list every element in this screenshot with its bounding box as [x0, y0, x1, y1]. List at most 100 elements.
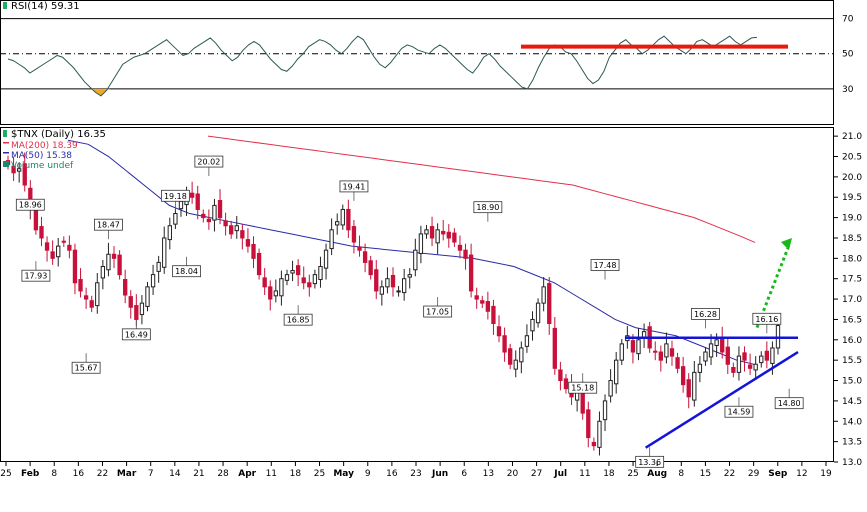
rsi-icon — [3, 2, 7, 9]
candle-body — [468, 254, 474, 292]
candle-body — [78, 279, 83, 292]
candle-body — [307, 282, 312, 288]
candle-body — [273, 290, 278, 297]
candle-body — [725, 346, 730, 365]
candle-body — [123, 279, 128, 296]
candle-body — [508, 348, 513, 365]
candle-body — [574, 392, 580, 401]
candle-body — [703, 351, 708, 362]
rsi-header: RSI(14) 59.31 — [3, 1, 80, 12]
candle-body — [658, 351, 663, 361]
candle-body — [167, 225, 172, 241]
candle-body — [229, 225, 234, 235]
annotation-label: 19.41 — [342, 182, 365, 191]
candle-body — [67, 244, 72, 251]
price-tick-label: 13.0 — [842, 458, 862, 468]
price-icon — [3, 130, 7, 137]
annotation-label: 17.05 — [426, 308, 449, 317]
candle-body — [558, 369, 563, 382]
candle-body — [580, 392, 585, 414]
annotation-label: 18.04 — [175, 267, 198, 276]
candle-body — [463, 249, 468, 259]
x-tick-label: 13 — [483, 469, 494, 479]
candle-body — [496, 326, 502, 337]
annotation-label: 13.36 — [638, 458, 661, 467]
candle-body — [150, 274, 156, 288]
ma200-swatch — [3, 142, 9, 144]
candle-body — [56, 245, 61, 258]
price-tick-label: 20.0 — [842, 173, 862, 183]
candle-body — [33, 208, 39, 231]
candle-body — [692, 371, 697, 401]
candle-body — [111, 253, 117, 259]
x-tick-label: 21 — [193, 469, 204, 479]
price-tick-label: 19.5 — [842, 193, 862, 203]
candle-body — [279, 278, 284, 297]
candle-body — [759, 355, 764, 364]
legend-ma200: MA(200) 18.39 — [11, 141, 78, 151]
annotation-box — [339, 180, 369, 193]
candle-body — [563, 378, 569, 390]
annotation-box — [71, 361, 101, 374]
candle-body — [301, 277, 306, 284]
price-tick-label: 17.0 — [842, 295, 862, 305]
support-line — [645, 350, 799, 449]
candle-body — [396, 290, 401, 293]
candle-body — [764, 350, 770, 361]
x-tick-label: Mar — [117, 469, 137, 479]
candle-body — [736, 355, 742, 373]
annotation-box — [94, 218, 123, 231]
candle-body — [251, 243, 256, 259]
annotation-box — [172, 265, 201, 278]
candle-body — [106, 253, 111, 271]
candle-body — [435, 229, 440, 244]
candle-body — [329, 229, 334, 250]
price-tick-label: 16.5 — [842, 315, 862, 325]
legend-volume: Volume undef — [11, 161, 74, 171]
price-annotations: 18.96 17.93 15.67 18.47 16.49 19.18 18.04 20.02… — [15, 155, 804, 468]
candle-body — [441, 230, 446, 235]
annotation-label: 17.48 — [594, 261, 617, 270]
candle-body — [212, 204, 217, 221]
price-tick-label: 18.0 — [842, 254, 862, 264]
x-tick-label: Sep — [768, 469, 788, 479]
x-tick-label: 12 — [796, 469, 807, 479]
annotation-box — [568, 381, 598, 394]
candle-body — [318, 265, 323, 281]
candle-body — [547, 283, 552, 325]
annotation-label: 18.90 — [476, 203, 499, 212]
x-tick-label: 9 — [365, 469, 371, 479]
annotation-box — [752, 312, 782, 325]
x-tick-label: 20 — [507, 469, 519, 479]
annotation-label: 19.18 — [164, 192, 187, 201]
x-tick-label: 25 — [0, 469, 11, 479]
candle-body — [340, 208, 345, 226]
price-tick-label: 13.5 — [842, 438, 862, 448]
x-tick-label: 16 — [386, 469, 398, 479]
x-tick-label: 22 — [724, 469, 735, 479]
candle-body — [295, 265, 301, 276]
candle-body — [351, 226, 357, 243]
annotation-box — [121, 328, 151, 341]
candle-body — [614, 359, 619, 385]
candle-body — [669, 348, 675, 357]
candle-body — [22, 163, 27, 186]
x-tick-label: 23 — [410, 469, 421, 479]
x-tick-label: 18 — [603, 469, 615, 479]
candle-body — [117, 254, 122, 276]
annotation-box — [691, 307, 720, 320]
x-tick-label: Feb — [21, 469, 40, 479]
candle-body — [178, 200, 184, 210]
x-tick-label: 11 — [579, 469, 590, 479]
candle-body — [16, 168, 22, 172]
x-axis: 25 Feb 8 16 22 Mar 7 14 21 28 Apr 11 18 25 May 9 16 23 Jun… — [0, 462, 832, 479]
candle-body — [284, 274, 290, 281]
x-tick-label: 8 — [51, 469, 57, 479]
annotation-box — [15, 198, 45, 211]
candle-body — [44, 242, 50, 251]
candle-body — [530, 318, 535, 332]
price-tick-label: 15.5 — [842, 356, 862, 366]
candle-body — [636, 339, 641, 355]
